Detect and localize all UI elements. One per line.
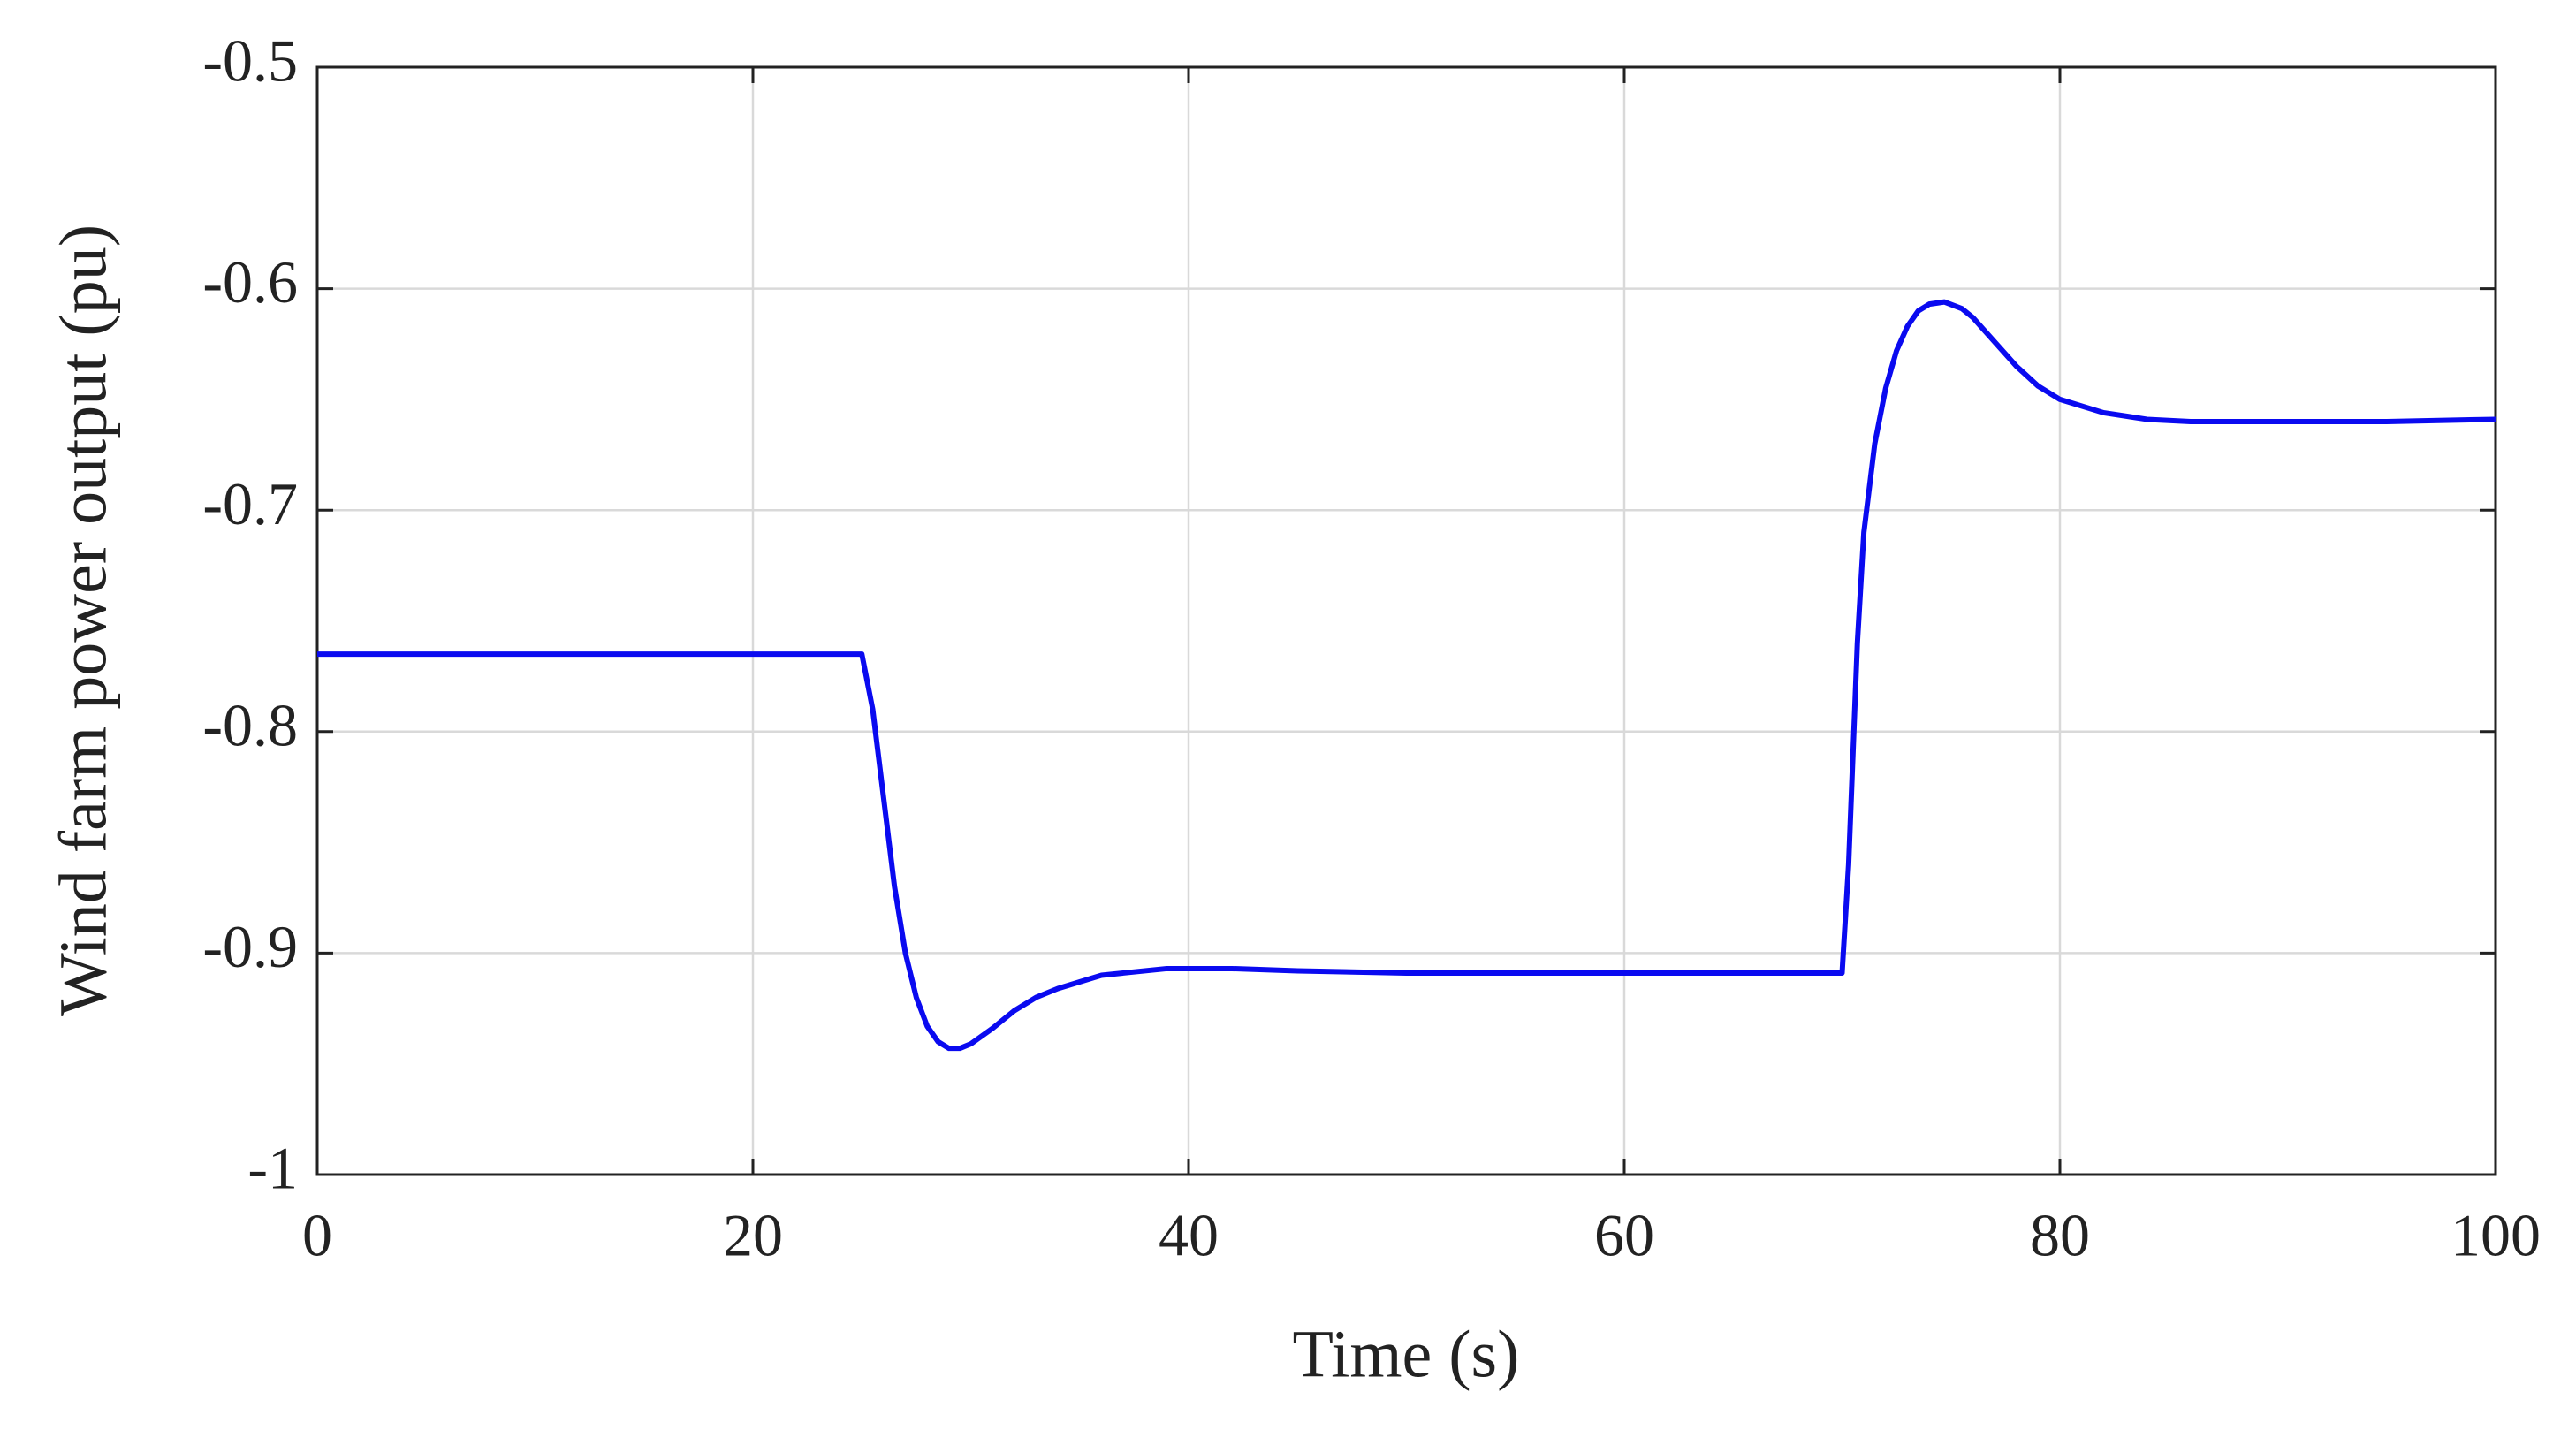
x-tick-label: 0 — [302, 1202, 332, 1269]
plot-frame — [315, 65, 2497, 1176]
x-axis-label: Time (s) — [1293, 1317, 1520, 1391]
y-tick-label: -0.6 — [202, 248, 298, 316]
y-tick-label: -0.8 — [202, 691, 298, 758]
y-tick-label: -0.9 — [202, 913, 298, 980]
x-tick-label: 60 — [1594, 1202, 1654, 1269]
y-axis-label: Wind farm power output (pu) — [46, 224, 120, 1016]
x-tick-label: 20 — [723, 1202, 783, 1269]
y-tick-label: -0.7 — [202, 470, 298, 537]
x-tick-label: 100 — [2451, 1202, 2541, 1269]
y-tick-label: -0.5 — [202, 27, 298, 95]
y-tick-label: -1 — [247, 1135, 298, 1202]
data-line — [317, 299, 2496, 1052]
x-tick-label: 80 — [2030, 1202, 2090, 1269]
x-tick-label: 40 — [1159, 1202, 1219, 1269]
